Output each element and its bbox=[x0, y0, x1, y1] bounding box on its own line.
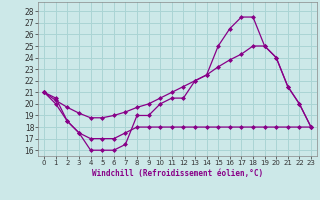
X-axis label: Windchill (Refroidissement éolien,°C): Windchill (Refroidissement éolien,°C) bbox=[92, 169, 263, 178]
